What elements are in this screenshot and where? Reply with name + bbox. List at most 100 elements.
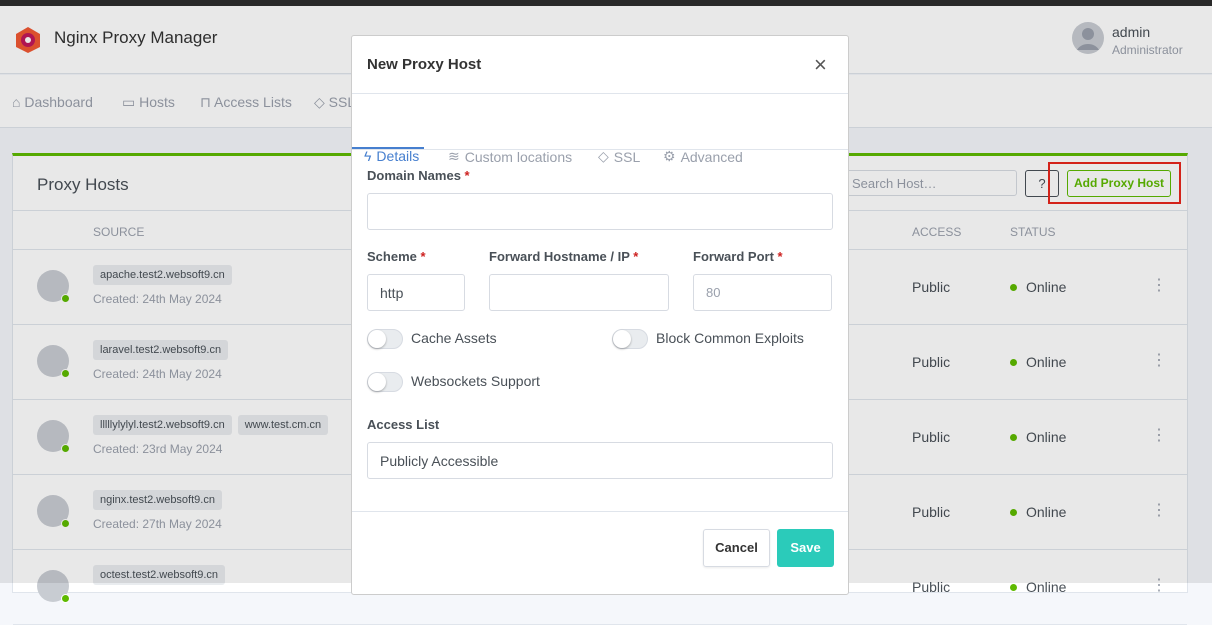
user-role: Administrator	[1112, 43, 1183, 57]
highlight-box	[1048, 162, 1181, 204]
status-text: Online	[1026, 279, 1067, 295]
tab-underline	[352, 147, 424, 149]
row-menu[interactable]: ⋮	[1151, 427, 1167, 444]
column-header: SOURCE	[93, 225, 145, 239]
domain-tags: lllllylylyl.test2.websoft9.cn www.test.cm…	[93, 415, 334, 435]
save-button[interactable]: Save	[777, 529, 834, 567]
cancel-button[interactable]: Cancel	[703, 529, 770, 567]
access: Public	[912, 504, 951, 520]
label-text: Forward Port	[693, 249, 774, 264]
status-indicator	[1010, 508, 1017, 516]
status-dot	[61, 444, 70, 453]
domain-tags: apache.test2.websoft9.cn	[93, 265, 238, 285]
tab-label: SSL	[613, 148, 641, 165]
brand[interactable]: Nginx Proxy Manager	[54, 28, 218, 47]
status-dot	[61, 594, 70, 603]
page: Nginx Proxy Manager admin Administrator …	[0, 0, 1212, 583]
toggle-label: Cache Assets	[411, 330, 497, 346]
modal-title: New Proxy Host	[367, 56, 482, 73]
status: Online	[1010, 279, 1066, 295]
row-menu[interactable]: ⋮	[1151, 277, 1167, 294]
forward-host-input[interactable]	[489, 274, 669, 311]
tab-advanced[interactable]: ⚙ Advanced	[663, 148, 743, 165]
required-mark: *	[777, 249, 783, 264]
toggle[interactable]	[612, 329, 648, 349]
help-button[interactable]: ?	[1025, 170, 1059, 197]
status-text: Online	[1026, 354, 1067, 370]
nav-hosts[interactable]: ▭ Hosts	[122, 94, 175, 110]
toggle[interactable]	[367, 372, 403, 392]
domain-tag[interactable]: apache.test2.websoft9.cn	[93, 265, 232, 285]
domain-tags: octest.test2.websoft9.cn	[93, 565, 231, 585]
nav-label: Hosts	[139, 94, 175, 110]
nav-label: Access Lists	[214, 94, 292, 110]
tab-custom-locations[interactable]: ≋ Custom locations	[448, 148, 573, 165]
domain-tag[interactable]: nginx.test2.websoft9.cn	[93, 490, 222, 510]
user-name[interactable]: admin	[1112, 24, 1151, 40]
required-mark: *	[464, 168, 470, 183]
search-input[interactable]: Search Host…	[845, 170, 1017, 196]
access-list-select[interactable]: Publicly Accessible	[367, 442, 833, 479]
button-label: Add Proxy Host	[1073, 176, 1164, 190]
label-text: Domain Names	[367, 168, 461, 183]
domain-tags: nginx.test2.websoft9.cn	[93, 490, 228, 510]
avatar	[37, 270, 70, 303]
domain-names-input[interactable]	[367, 193, 833, 230]
status-indicator	[1010, 283, 1017, 291]
divider	[352, 93, 848, 94]
domain-tag[interactable]: www.test.cm.cn	[237, 415, 329, 435]
divider	[352, 149, 848, 150]
nav-access-lists[interactable]: ⊓ Access Lists	[200, 94, 292, 110]
status-indicator	[1010, 358, 1017, 366]
row-menu[interactable]: ⋮	[1151, 352, 1167, 369]
domain-tag[interactable]: laravel.test2.websoft9.cn	[93, 340, 229, 360]
help-text: ?	[1038, 176, 1046, 191]
label-text: Forward Hostname / IP	[489, 249, 630, 264]
input-value: http	[380, 284, 404, 301]
scheme-input[interactable]: http	[367, 274, 465, 311]
access: Public	[912, 354, 951, 370]
required-mark: *	[420, 249, 426, 264]
domain-tags: laravel.test2.websoft9.cn	[93, 340, 234, 360]
domain-tag[interactable]: lllllylylyl.test2.websoft9.cn	[93, 415, 232, 435]
tab-label: Details	[376, 148, 420, 164]
status-dot	[61, 294, 70, 303]
row-menu[interactable]: ⋮	[1151, 502, 1167, 519]
tab-label: Custom locations	[464, 148, 573, 165]
forward-port-input[interactable]: 80	[693, 274, 832, 311]
status-text: Online	[1026, 504, 1067, 520]
button-label: Save	[790, 540, 821, 555]
created-date: Created: 23rd May 2024	[93, 442, 223, 456]
toggle[interactable]	[367, 329, 403, 349]
nav-label: SSL	[328, 94, 356, 110]
tab-label: Advanced	[680, 148, 743, 165]
avatar	[37, 495, 70, 528]
field-label: Forward Hostname / IP *	[489, 249, 638, 264]
tab-ssl[interactable]: ◇ SSL	[598, 148, 641, 165]
top-bar	[0, 0, 1212, 6]
status-indicator	[1010, 583, 1017, 591]
nav-ssl[interactable]: ◇ SSL	[314, 94, 356, 110]
user-avatar[interactable]	[1072, 22, 1104, 54]
tab-details[interactable]: ϟ Details	[364, 148, 420, 164]
input-placeholder: 80	[706, 285, 721, 300]
nav-label: Dashboard	[24, 94, 93, 110]
field-label: Domain Names *	[367, 168, 470, 183]
field-label: Forward Port *	[693, 249, 783, 264]
close-button[interactable]: ×	[814, 52, 827, 77]
status-text: Online	[1026, 429, 1067, 445]
label-text: Scheme	[367, 249, 417, 264]
button-label: Cancel	[715, 540, 758, 555]
field-label: Scheme *	[367, 249, 426, 264]
access: Public	[912, 279, 951, 295]
card-title: Proxy Hosts	[37, 175, 129, 194]
status: Online	[1010, 429, 1066, 445]
column-header: ACCESS	[912, 225, 962, 239]
nav-dashboard[interactable]: ⌂ Dashboard	[12, 94, 93, 110]
avatar	[37, 420, 70, 453]
created-date: Created: 24th May 2024	[93, 367, 222, 381]
modal: New Proxy Host × ϟ Details ≋ Custom locati…	[351, 35, 849, 595]
search-placeholder: Search Host…	[852, 175, 937, 191]
add-proxy-host-button[interactable]: Add Proxy Host	[1067, 170, 1171, 197]
domain-tag[interactable]: octest.test2.websoft9.cn	[93, 565, 226, 585]
